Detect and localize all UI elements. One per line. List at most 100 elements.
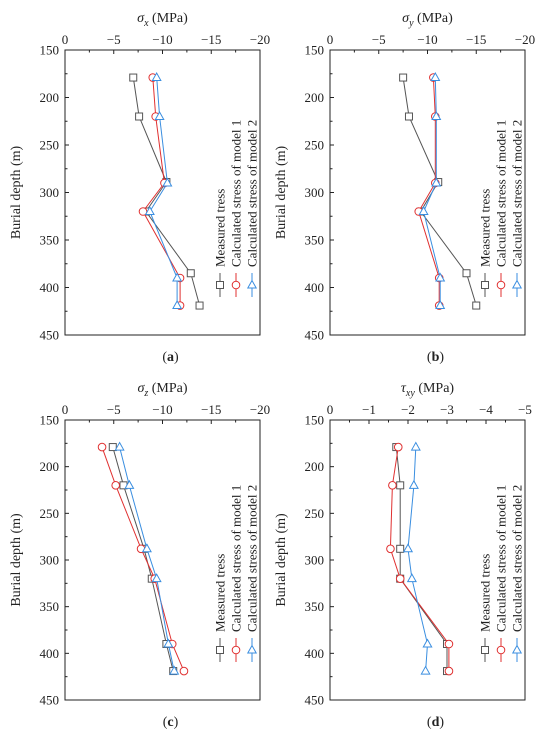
legend-marker [231, 645, 241, 655]
legend-marker [246, 279, 258, 289]
data-point [422, 638, 433, 648]
data-point [111, 481, 120, 490]
data-point [393, 442, 403, 452]
series-2 [386, 442, 454, 676]
y-tick-label: 300 [40, 185, 60, 200]
y-tick-label: 250 [40, 138, 60, 153]
legend-label: Calculated stress of model 1 [229, 485, 244, 632]
data-point [163, 638, 174, 648]
y-tick-label: 450 [305, 693, 325, 708]
x-axis-title: σx (MPa) [137, 11, 188, 29]
x-tick-label: −4 [479, 402, 493, 417]
y-axis-title: Burial depth (m) [274, 513, 289, 607]
x-axis-title: σy (MPa) [402, 11, 453, 29]
data-point [396, 544, 405, 553]
data-point [195, 301, 204, 310]
x-tick-label: −20 [250, 402, 270, 417]
x-tick-label: −10 [152, 32, 172, 47]
data-point [418, 205, 429, 215]
y-tick-label: 200 [40, 90, 60, 105]
data-point [399, 73, 408, 82]
y-tick-label: 450 [305, 328, 325, 343]
y-tick-label: 150 [305, 43, 325, 58]
series-1 [129, 73, 204, 310]
x-axis-title: τxy (MPa) [401, 381, 455, 399]
y-tick-label: 400 [40, 646, 60, 661]
data-point [172, 300, 183, 310]
legend-label: Calculated stress of model 1 [229, 120, 244, 267]
y-tick-label: 400 [305, 280, 325, 295]
data-point [141, 543, 152, 553]
legend-marker [481, 646, 489, 654]
y-tick-label: 300 [305, 553, 325, 568]
data-point [169, 665, 180, 675]
legend: Measured tress Calculated stress of model… [213, 120, 260, 297]
legend-marker [231, 280, 241, 290]
series-3 [114, 441, 180, 675]
legend: Measured tress Calculated stress of model… [478, 120, 525, 297]
x-tick-label: −5 [372, 32, 386, 47]
data-point [472, 301, 481, 310]
series-line [112, 446, 174, 672]
data-point [396, 481, 405, 490]
data-point [408, 479, 419, 489]
series-line [423, 77, 441, 306]
data-point [186, 269, 195, 278]
legend-label: Measured tress [478, 554, 493, 632]
series-1 [392, 443, 451, 676]
data-point [144, 205, 155, 215]
series-line [402, 77, 477, 306]
series-2 [97, 442, 189, 676]
y-tick-label: 200 [305, 90, 325, 105]
y-tick-label: 450 [40, 693, 60, 708]
x-tick-label: −1 [362, 402, 376, 417]
panel-label: (d) [427, 715, 444, 730]
data-point [444, 639, 454, 649]
legend-marker [216, 646, 224, 654]
series-line [149, 77, 178, 306]
data-point [431, 110, 442, 120]
y-tick-label: 300 [305, 185, 325, 200]
data-point [431, 177, 442, 187]
legend-marker [481, 281, 489, 289]
y-tick-label: 250 [305, 506, 325, 521]
panel-label: (c) [163, 715, 179, 730]
legend-label: Calculated stress of model 2 [245, 120, 260, 267]
data-point [172, 272, 183, 282]
data-point [124, 479, 135, 489]
y-tick-label: 200 [305, 459, 325, 474]
y-axis-title: Burial depth (m) [9, 146, 24, 240]
data-point [406, 573, 417, 583]
data-point [435, 300, 446, 310]
panel-label: (b) [427, 350, 444, 365]
data-point [395, 574, 405, 583]
y-tick-label: 250 [305, 138, 325, 153]
panel-d: 0 −1 −2 −3 −4 −5 150 200 250 300 350 400 450 τxy (MPa… [274, 381, 532, 730]
series-3 [418, 72, 446, 310]
data-point [388, 481, 397, 490]
y-tick-label: 350 [40, 233, 60, 248]
legend-label: Calculated stress of model 2 [510, 485, 525, 632]
x-tick-label: −15 [201, 32, 221, 47]
x-tick-label: −20 [250, 32, 270, 47]
x-tick-label: −5 [107, 32, 121, 47]
legend: Measured tress Calculated stress of model… [478, 485, 525, 662]
y-tick-label: 400 [40, 280, 60, 295]
legend-marker [216, 281, 224, 289]
legend-label: Measured tress [478, 189, 493, 267]
legend-label: Calculated stress of model 1 [494, 120, 509, 267]
y-tick-label: 300 [40, 553, 60, 568]
data-point [97, 442, 107, 452]
y-tick-label: 450 [40, 328, 60, 343]
series-3 [144, 72, 183, 310]
legend-label: Measured tress [213, 554, 228, 632]
x-tick-label: −5 [107, 402, 121, 417]
y-tick-label: 400 [305, 646, 325, 661]
y-axis-title: Burial depth (m) [274, 146, 289, 240]
series-line [119, 446, 175, 672]
data-point [129, 73, 138, 82]
data-point [162, 177, 173, 187]
data-point [114, 441, 125, 451]
data-point [386, 544, 395, 554]
x-tick-label: −15 [466, 32, 486, 47]
